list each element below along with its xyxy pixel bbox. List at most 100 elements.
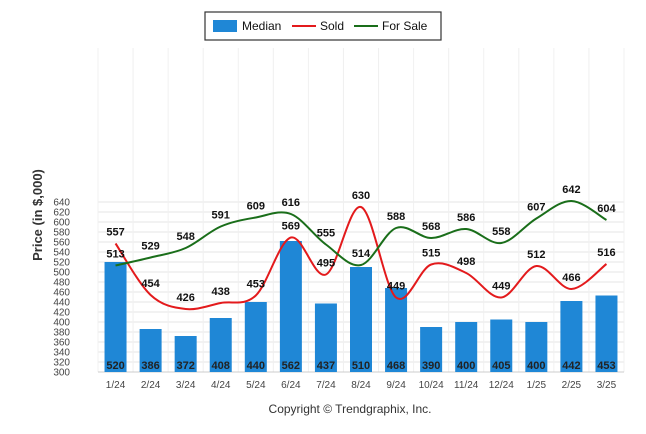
x-tick-label: 3/24 xyxy=(176,380,196,391)
median-bar xyxy=(490,319,513,372)
x-axis: 1/24 2/24 3/24 4/24 5/24 6/24 7/24 8/24 9/24 10/2… xyxy=(106,380,617,391)
for-sale-value-label: 586 xyxy=(457,212,475,224)
for-sale-value-label: 609 xyxy=(247,201,265,213)
legend-box xyxy=(204,11,442,41)
for-sale-value-label: 555 xyxy=(317,228,335,240)
for-sale-value-label: 513 xyxy=(106,249,124,261)
median-bar xyxy=(455,322,478,372)
for-sale-value-label: 588 xyxy=(387,211,405,223)
median-value-label: 400 xyxy=(527,360,545,372)
median-bar xyxy=(350,267,372,372)
x-tick-label: 1/25 xyxy=(527,380,547,391)
median-value-label: 440 xyxy=(247,360,265,372)
median-bar xyxy=(525,322,548,372)
median-value-label: 520 xyxy=(106,360,124,372)
sold-value-label: 630 xyxy=(352,190,370,202)
sold-value-label: 557 xyxy=(106,227,124,239)
for-sale-value-label: 607 xyxy=(527,202,545,214)
sold-value-label: 498 xyxy=(457,256,475,268)
y-tick-label: 360 xyxy=(53,338,70,349)
for-sale-value-label: 604 xyxy=(597,203,616,215)
sold-value-label: 495 xyxy=(317,258,335,270)
y-tick-label: 540 xyxy=(53,248,70,259)
x-tick-label: 6/24 xyxy=(281,380,301,391)
x-tick-label: 7/24 xyxy=(316,380,336,391)
x-tick-label: 2/25 xyxy=(562,380,582,391)
sold-value-label: 449 xyxy=(492,281,510,293)
median-bar xyxy=(385,288,408,372)
sold-value-label: 438 xyxy=(212,286,230,298)
median-value-label: 442 xyxy=(562,360,580,372)
median-bar xyxy=(104,262,127,372)
x-tick-label: 11/24 xyxy=(454,380,479,391)
sold-value-label: 426 xyxy=(176,292,194,304)
y-tick-label: 300 xyxy=(53,368,70,379)
lines xyxy=(114,199,608,311)
y-tick-label: 620 xyxy=(53,208,70,219)
legend: Median Sold For Sale xyxy=(204,11,442,41)
legend-median-swatch xyxy=(213,20,237,32)
legend-forsale-label: For Sale xyxy=(382,19,428,33)
y-tick-label: 580 xyxy=(53,228,70,239)
y-axis: 3003203403603804004204404604805005205405… xyxy=(53,198,70,379)
y-tick-label: 520 xyxy=(53,258,70,269)
for-sale-value-label: 642 xyxy=(562,184,580,196)
median-bar xyxy=(420,327,443,372)
y-tick-label: 420 xyxy=(53,308,70,319)
sold-value-label: 512 xyxy=(527,249,545,261)
x-tick-label: 5/24 xyxy=(246,380,266,391)
y-axis-title: Price (in $,000) xyxy=(30,169,45,261)
median-bar xyxy=(560,301,583,372)
median-bar xyxy=(139,329,162,372)
y-tick-label: 560 xyxy=(53,238,70,249)
for-sale-line xyxy=(115,199,607,267)
median-value-label: 510 xyxy=(352,360,370,372)
y-tick-label: 480 xyxy=(53,278,70,289)
sold-line xyxy=(114,206,608,311)
median-bar xyxy=(209,318,232,372)
median-bar xyxy=(244,302,267,372)
median-value-label: 562 xyxy=(282,360,300,372)
x-tick-label: 3/25 xyxy=(597,380,617,391)
y-tick-label: 460 xyxy=(53,288,70,299)
y-tick-label: 640 xyxy=(53,198,70,209)
for-sale-value-label: 529 xyxy=(141,241,159,253)
x-tick-label: 10/24 xyxy=(419,380,444,391)
legend-median-label: Median xyxy=(242,19,281,33)
median-value-label: 437 xyxy=(317,360,335,372)
for-sale-value-label: 558 xyxy=(492,226,510,238)
sold-value-label: 449 xyxy=(387,281,405,293)
y-tick-label: 340 xyxy=(53,348,70,359)
median-value-label: 400 xyxy=(457,360,475,372)
copyright-text: Copyright © Trendgraphix, Inc. xyxy=(269,402,432,416)
sold-value-label: 515 xyxy=(422,248,440,260)
sold-value-label: 466 xyxy=(562,272,580,284)
for-sale-value-label: 591 xyxy=(212,210,230,222)
median-bar xyxy=(314,303,337,372)
median-value-label: 372 xyxy=(176,360,194,372)
x-tick-label: 1/24 xyxy=(106,380,126,391)
y-tick-label: 400 xyxy=(53,318,70,329)
y-tick-label: 600 xyxy=(53,218,70,229)
sold-value-label: 516 xyxy=(597,247,615,259)
grid xyxy=(97,48,625,373)
x-tick-label: 8/24 xyxy=(351,380,371,391)
median-value-label: 390 xyxy=(422,360,440,372)
for-sale-value-label: 548 xyxy=(176,231,194,243)
median-bar xyxy=(174,336,197,372)
median-bars xyxy=(104,241,618,372)
sold-value-label: 453 xyxy=(247,279,265,291)
x-tick-label: 2/24 xyxy=(141,380,161,391)
x-tick-label: 12/24 xyxy=(489,380,514,391)
median-value-label: 386 xyxy=(141,360,159,372)
y-tick-label: 440 xyxy=(53,298,70,309)
y-tick-label: 380 xyxy=(53,328,70,339)
median-value-label: 408 xyxy=(212,360,230,372)
x-tick-label: 4/24 xyxy=(211,380,231,391)
median-bar xyxy=(279,241,302,372)
median-value-label: 405 xyxy=(492,360,510,372)
for-sale-value-label: 568 xyxy=(422,221,440,233)
for-sale-value-label: 616 xyxy=(282,197,300,209)
legend-sold-label: Sold xyxy=(320,19,344,33)
